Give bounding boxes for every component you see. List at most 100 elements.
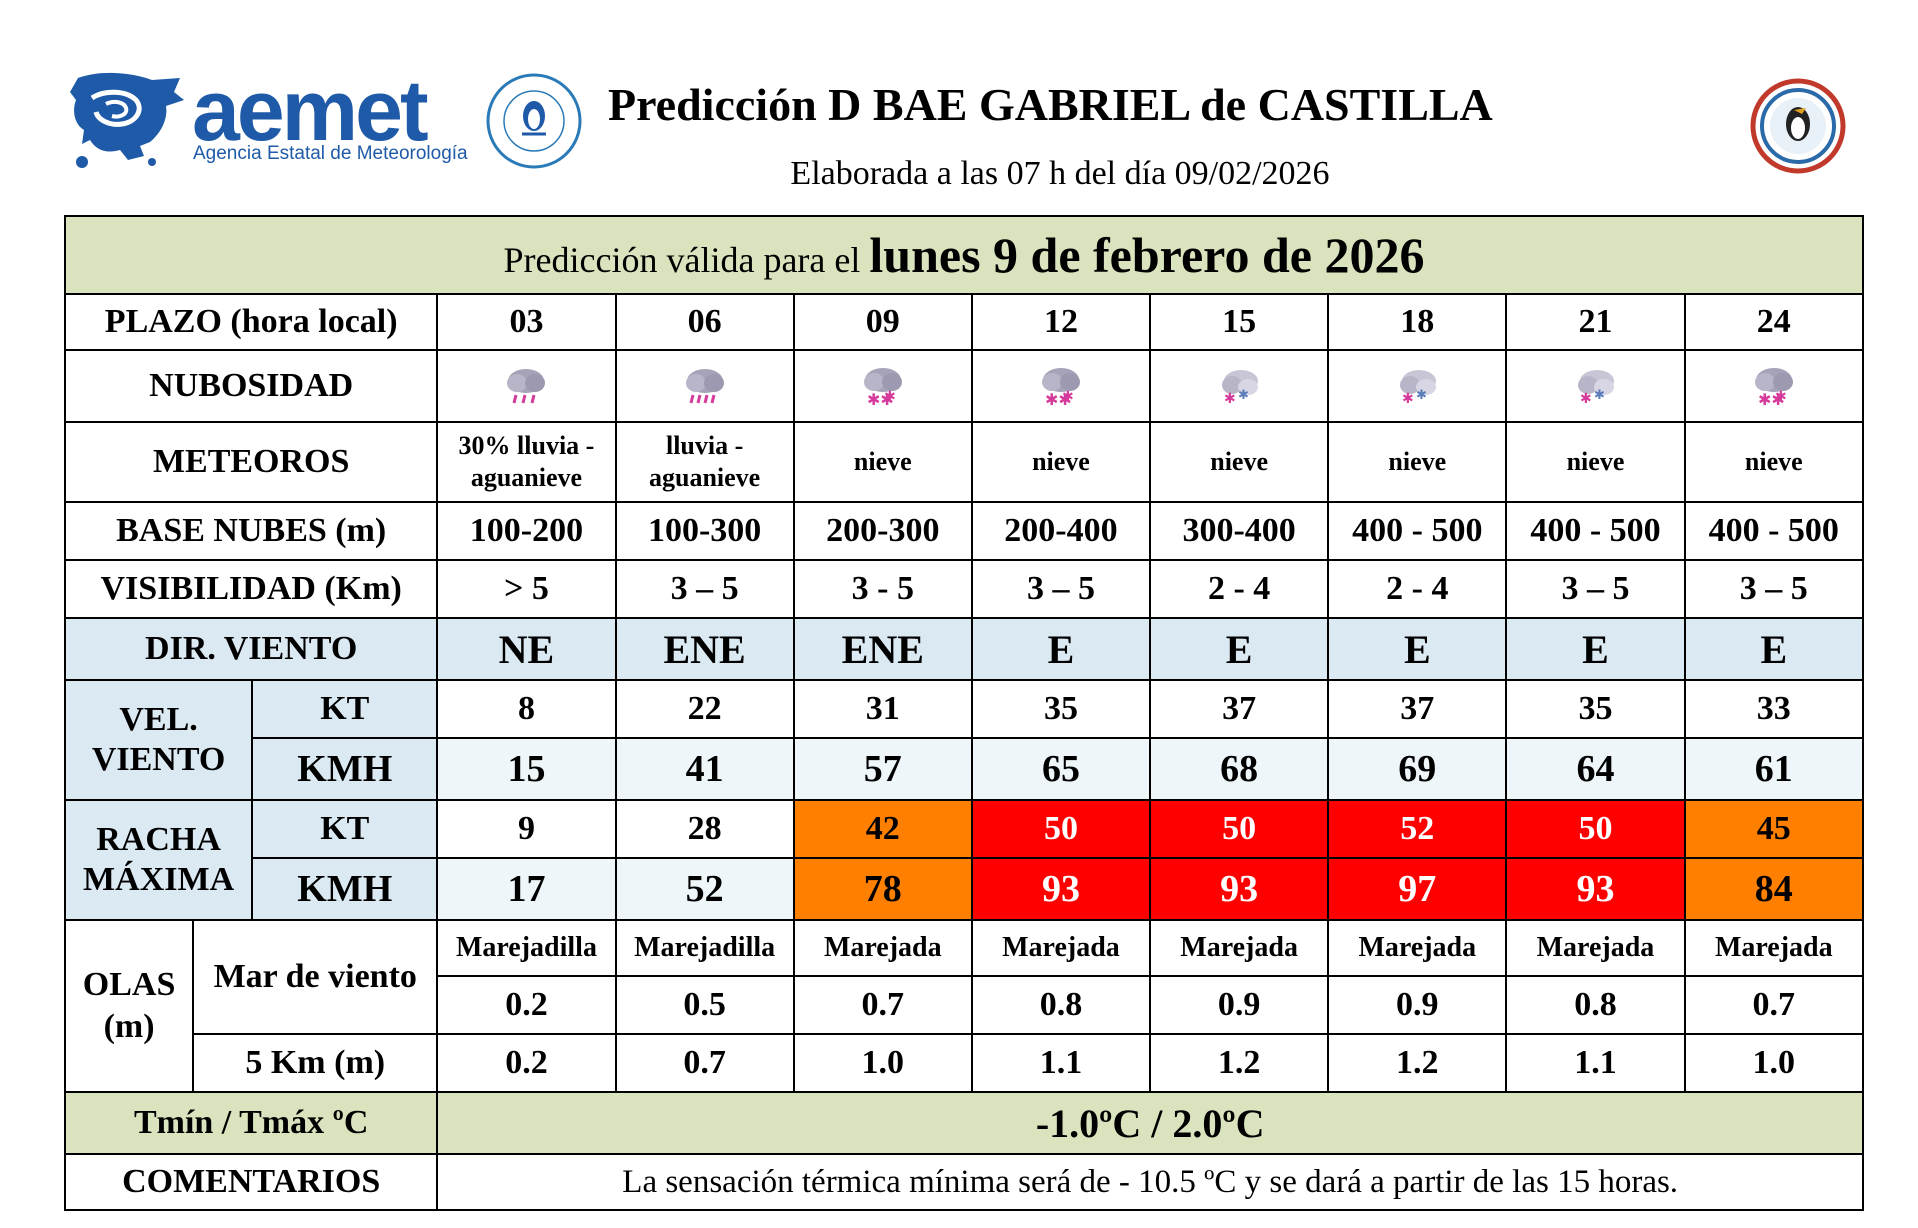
meteoros-cell: nieve — [970, 421, 1152, 503]
cloud-cell: ✱✱ ✱ — [1683, 349, 1865, 423]
mar-altura-cell: 0.9 — [1149, 975, 1330, 1035]
svg-text:✱: ✱ — [1775, 389, 1787, 405]
visibilidad-cell: 3 – 5 — [970, 559, 1152, 619]
meteoros-cell: nieve — [1327, 421, 1508, 503]
unit-kt-label: KT — [251, 799, 439, 859]
olas-5km-cell: 0.2 — [436, 1033, 617, 1093]
olas-5km-cell: 1.0 — [1683, 1033, 1865, 1093]
snow-cloud-icon: ✱ ✱ — [1578, 370, 1615, 407]
snow-cloud-icon: ✱✱✱ — [1041, 368, 1080, 409]
svg-text:✱✱: ✱✱ — [1045, 390, 1072, 409]
olas-5km-cell: 0.7 — [614, 1033, 795, 1093]
cloud-cell: ✱ ✱ — [1327, 349, 1508, 423]
olas-5km-cell: 1.2 — [1327, 1033, 1508, 1093]
row-label-temp: Tmín / Tmáx ºC — [63, 1091, 439, 1155]
racha-kt-cell: 50 — [970, 799, 1152, 859]
vel-kmh-cell: 15 — [436, 737, 617, 801]
racha-kmh-cell: 93 — [970, 857, 1152, 921]
racha-kt-cell: 42 — [792, 799, 973, 859]
cloud-cell: ✱✱ ✱ — [792, 349, 973, 423]
base-nubes-cell: 200-400 — [970, 501, 1152, 561]
temperature-range: -1.0ºC / 2.0ºC — [436, 1091, 1864, 1155]
hour-cell: 09 — [792, 293, 973, 351]
validity-date: lunes 9 de febrero de 2026 — [869, 227, 1425, 283]
base-nubes-cell: 100-200 — [436, 501, 617, 561]
vel-kt-cell: 22 — [614, 679, 795, 739]
meteoros-cell: nieve — [1683, 421, 1865, 503]
visibilidad-cell: 2 - 4 — [1149, 559, 1330, 619]
hour-cell: 12 — [970, 293, 1152, 351]
row-label-visibilidad: VISIBILIDAD (Km) — [63, 559, 439, 619]
mar-altura-cell: 0.8 — [970, 975, 1152, 1035]
svg-text:✱: ✱ — [1580, 391, 1592, 407]
dir-viento-cell: E — [1149, 617, 1330, 681]
racha-kmh-cell: 84 — [1683, 857, 1865, 921]
row-label-5km: 5 Km (m) — [192, 1033, 439, 1093]
row-label-nubosidad: NUBOSIDAD — [63, 349, 439, 423]
mar-estado-cell: Marejadilla — [614, 919, 795, 977]
visibilidad-cell: 2 - 4 — [1327, 559, 1508, 619]
svg-text:✱: ✱ — [1224, 391, 1236, 407]
svg-text:✱: ✱ — [884, 389, 896, 405]
cloud-cell: ✱✱ ✱ — [970, 349, 1152, 423]
vel-kt-cell: 31 — [792, 679, 973, 739]
meteoros-cell: nieve — [792, 421, 973, 503]
mar-altura-cell: 0.9 — [1327, 975, 1508, 1035]
meteoros-cell: lluvia - aguanieve — [614, 421, 795, 503]
row-label-plazo: PLAZO (hora local) — [63, 293, 439, 351]
visibilidad-cell: 3 - 5 — [792, 559, 973, 619]
racha-kmh-cell: 17 — [436, 857, 617, 921]
base-nubes-cell: 300-400 — [1149, 501, 1330, 561]
olas-5km-cell: 1.0 — [792, 1033, 973, 1093]
vel-kt-cell: 37 — [1149, 679, 1330, 739]
base-nubes-cell: 400 - 500 — [1327, 501, 1508, 561]
comments-text: La sensación térmica mínima será de - 10… — [436, 1153, 1864, 1211]
olas-5km-cell: 1.1 — [1505, 1033, 1686, 1093]
hour-cell: 21 — [1505, 293, 1686, 351]
cloud-cell: ✱ ✱ — [1149, 349, 1330, 423]
mar-estado-cell: Marejada — [970, 919, 1152, 977]
svg-text:✱✱: ✱✱ — [1758, 390, 1785, 409]
racha-kt-cell: 28 — [614, 799, 795, 859]
meteoros-cell: nieve — [1149, 421, 1330, 503]
racha-kt-cell: 45 — [1683, 799, 1865, 859]
svg-text:✱: ✱ — [1402, 391, 1414, 407]
unit-kmh-label: KMH — [251, 737, 439, 801]
row-label-mar-viento: Mar de viento — [192, 919, 439, 1035]
meteoros-cell: nieve — [1505, 421, 1686, 503]
vel-kmh-cell: 41 — [614, 737, 795, 801]
mar-estado-cell: Marejada — [1327, 919, 1508, 977]
vel-kt-cell: 8 — [436, 679, 617, 739]
svg-text:✱: ✱ — [1416, 388, 1427, 403]
dir-viento-cell: E — [1505, 617, 1686, 681]
mar-altura-cell: 0.2 — [436, 975, 617, 1035]
rain-cloud-icon — [685, 369, 724, 404]
visibilidad-cell: 3 – 5 — [1683, 559, 1865, 619]
validity-banner: Predicción válida para el lunes 9 de feb… — [64, 215, 1864, 295]
base-nubes-cell: 100-300 — [614, 501, 795, 561]
racha-kt-cell: 50 — [1505, 799, 1686, 859]
cloud-cell: ✱ ✱ — [1505, 349, 1686, 423]
row-label-vel-viento: VEL. VIENTO — [63, 679, 254, 801]
visibilidad-cell: 3 – 5 — [1505, 559, 1686, 619]
vel-kt-cell: 33 — [1683, 679, 1865, 739]
brand-name: aemet — [192, 63, 429, 159]
svg-text:✱: ✱ — [1062, 389, 1074, 405]
racha-kmh-cell: 78 — [792, 857, 973, 921]
base-nubes-cell: 200-300 — [792, 501, 973, 561]
hour-cell: 06 — [614, 293, 795, 351]
mar-estado-cell: Marejada — [1683, 919, 1865, 977]
page-subtitle: Elaborada a las 07 h del día 09/02/2026 — [790, 155, 1330, 192]
vel-kmh-cell: 69 — [1327, 737, 1508, 801]
brand-subtitle: Agencia Estatal de Meteorología — [193, 143, 468, 164]
vel-kmh-cell: 68 — [1149, 737, 1330, 801]
visibilidad-cell: 3 – 5 — [614, 559, 795, 619]
mar-estado-cell: Marejada — [1149, 919, 1330, 977]
base-emblem-seal — [1750, 78, 1846, 174]
cloud-cell — [436, 349, 617, 423]
dir-viento-cell: E — [1327, 617, 1508, 681]
row-label-base-nubes: BASE NUBES (m) — [63, 501, 439, 561]
mar-altura-cell: 0.5 — [614, 975, 795, 1035]
racha-kmh-cell: 93 — [1149, 857, 1330, 921]
unit-kt-label: KT — [251, 679, 439, 739]
